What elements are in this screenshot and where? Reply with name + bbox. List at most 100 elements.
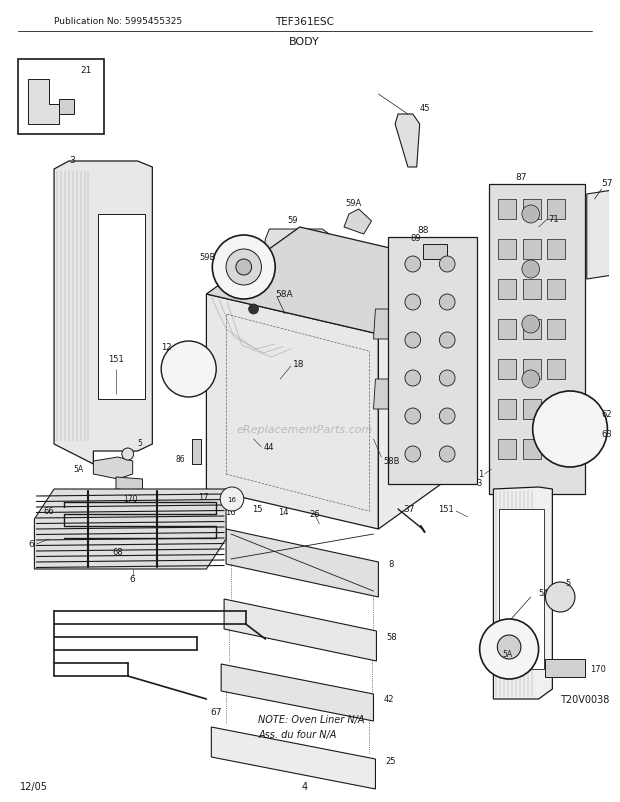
Bar (498, 439, 516, 460)
Circle shape (440, 371, 455, 387)
Polygon shape (373, 310, 388, 339)
Bar (498, 320, 516, 339)
Text: 37: 37 (403, 505, 415, 514)
Bar (547, 439, 565, 460)
Text: 6: 6 (29, 540, 34, 549)
Text: 86: 86 (175, 455, 185, 464)
Bar (498, 240, 516, 260)
Text: 16: 16 (224, 508, 236, 516)
Circle shape (405, 371, 420, 387)
Text: 3: 3 (69, 156, 74, 164)
Circle shape (249, 305, 259, 314)
Bar (547, 240, 565, 260)
Text: 68: 68 (113, 547, 123, 557)
Bar (523, 280, 541, 300)
Text: 58B: 58B (383, 457, 400, 466)
Circle shape (405, 408, 420, 424)
Circle shape (161, 342, 216, 398)
Circle shape (226, 249, 262, 286)
Text: 5: 5 (138, 439, 143, 448)
Text: 57: 57 (601, 179, 613, 188)
Circle shape (533, 391, 608, 468)
Text: 170: 170 (123, 494, 138, 504)
Polygon shape (226, 529, 378, 597)
Circle shape (440, 294, 455, 310)
Bar (523, 200, 541, 220)
Text: 71: 71 (549, 215, 559, 225)
Text: 8: 8 (388, 560, 394, 569)
Circle shape (440, 333, 455, 349)
Text: Ass. du four N/A: Ass. du four N/A (259, 729, 337, 739)
Text: 25: 25 (385, 756, 396, 766)
Polygon shape (587, 190, 619, 280)
Text: 5A: 5A (539, 589, 549, 597)
Text: 58A: 58A (275, 290, 293, 299)
Text: T20V0038: T20V0038 (560, 695, 609, 704)
Circle shape (522, 316, 539, 334)
Polygon shape (378, 268, 472, 529)
Text: 170: 170 (590, 665, 606, 674)
Text: 42: 42 (383, 695, 394, 703)
Text: 59: 59 (288, 216, 298, 225)
Circle shape (440, 408, 455, 424)
Polygon shape (395, 115, 420, 168)
Polygon shape (344, 210, 371, 235)
Text: 21: 21 (81, 66, 92, 75)
Text: 26: 26 (309, 509, 320, 518)
Circle shape (497, 635, 521, 659)
Circle shape (522, 206, 539, 224)
Bar (498, 200, 516, 220)
Text: 1: 1 (478, 470, 484, 479)
Polygon shape (224, 599, 376, 661)
Text: 88: 88 (417, 225, 428, 235)
Bar (523, 439, 541, 460)
Bar (523, 320, 541, 339)
Text: 5A: 5A (73, 465, 84, 474)
Polygon shape (181, 363, 197, 376)
Polygon shape (373, 379, 388, 410)
Text: TEF361ESC: TEF361ESC (275, 17, 334, 27)
Polygon shape (489, 184, 585, 494)
Polygon shape (423, 245, 447, 260)
Text: 67: 67 (210, 707, 222, 716)
Bar (498, 280, 516, 300)
Text: 58: 58 (386, 633, 397, 642)
Text: 16: 16 (228, 496, 236, 502)
Bar (523, 240, 541, 260)
Circle shape (522, 261, 539, 278)
Bar (547, 320, 565, 339)
Circle shape (405, 257, 420, 273)
Text: 87: 87 (515, 172, 526, 182)
Polygon shape (494, 488, 552, 699)
Polygon shape (54, 162, 153, 464)
Text: 44: 44 (264, 443, 274, 452)
Polygon shape (221, 664, 373, 721)
Polygon shape (116, 477, 143, 492)
Polygon shape (27, 80, 59, 125)
Polygon shape (192, 439, 202, 464)
Text: 12/05: 12/05 (20, 781, 48, 791)
Text: 151: 151 (108, 355, 124, 364)
Text: eReplacementParts.com: eReplacementParts.com (236, 424, 373, 435)
Polygon shape (94, 457, 133, 480)
Text: 17: 17 (198, 493, 208, 502)
Circle shape (440, 447, 455, 463)
Text: 5A: 5A (502, 650, 512, 658)
Text: 89: 89 (410, 233, 420, 243)
Text: 66: 66 (43, 507, 54, 516)
Circle shape (212, 236, 275, 300)
Polygon shape (546, 659, 585, 677)
Circle shape (405, 447, 420, 463)
Bar (547, 359, 565, 379)
Circle shape (522, 371, 539, 388)
Polygon shape (264, 229, 336, 255)
Polygon shape (59, 100, 74, 115)
Circle shape (405, 294, 420, 310)
Bar (498, 359, 516, 379)
Circle shape (546, 582, 575, 612)
Polygon shape (388, 237, 477, 484)
Text: 5: 5 (565, 578, 570, 587)
Bar (498, 399, 516, 419)
Bar (523, 399, 541, 419)
Circle shape (405, 333, 420, 349)
